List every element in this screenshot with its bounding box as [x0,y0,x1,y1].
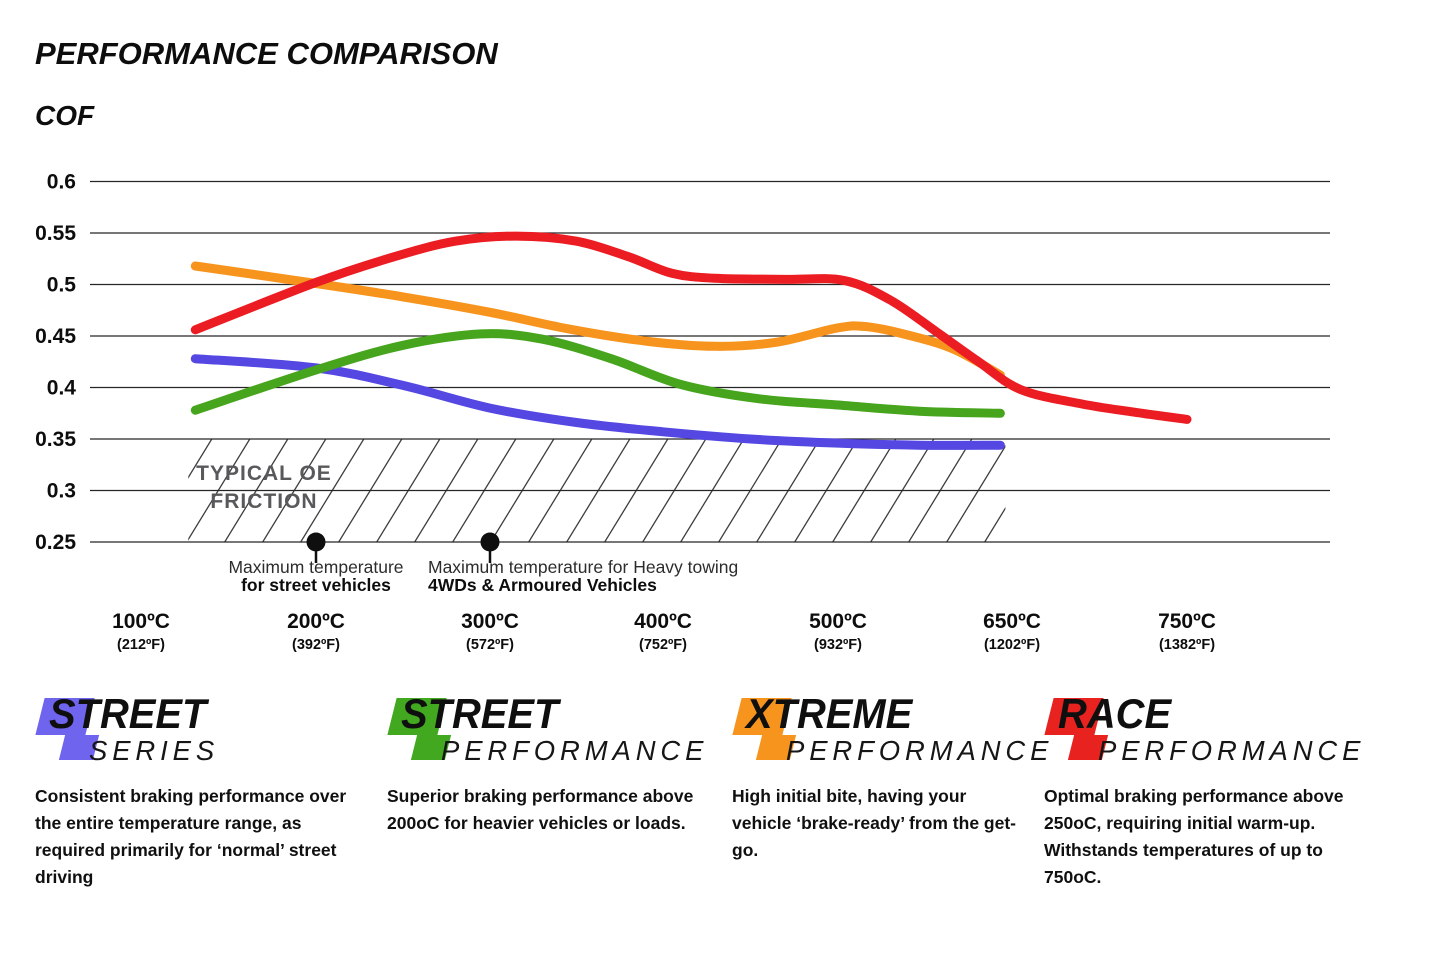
x-tick-label-celsius: 200ºC [287,610,345,633]
series-line-street-performance [190,329,1005,418]
x-tick-label-celsius: 100ºC [112,610,170,633]
x-tick-label-fahrenheit: (932ºF) [814,637,862,653]
series-line-street-series [190,354,1005,450]
marker-label: 4WDs & Armoured Vehicles [428,575,657,595]
max-temperature-marker [306,532,326,552]
y-tick-label: 0.3 [47,480,76,503]
oe-friction-band-label: TYPICAL OE [196,462,332,485]
xtreme-performance-logo: XTREME PERFORMANCE [732,693,1048,769]
y-tick-label: 0.6 [47,171,76,194]
x-tick-label-celsius: 650ºC [983,610,1041,633]
logo-word-secondary: PERFORMANCE [786,735,1054,766]
series-line-race-performance [190,231,1192,424]
page-title: PERFORMANCE COMPARISON [35,36,498,71]
legend-description: High initial bite, having your vehicle ‘… [732,786,1016,861]
y-tick-label: 0.55 [35,222,76,245]
y-tick-label: 0.25 [35,531,76,554]
marker-label: Maximum temperature for Heavy towing [428,557,738,577]
y-tick-label: 0.4 [47,377,77,400]
legend-item-xtreme-performance: XTREME PERFORMANCE High initial bite, ha… [732,693,1048,892]
series-line-xtreme-performance [190,261,1005,380]
x-tick-label-fahrenheit: (752ºF) [639,637,687,653]
legend: STREET SERIES Consistent braking perform… [35,693,1375,892]
x-tick-label-celsius: 750ºC [1158,610,1216,633]
y-tick-label: 0.35 [35,428,76,451]
x-tick-label-fahrenheit: (572ºF) [466,637,514,653]
street-series-logo: STREET SERIES [35,693,360,769]
y-tick-label: 0.5 [47,274,77,297]
logo-word-secondary: SERIES [89,735,220,766]
x-tick-label-celsius: 300ºC [461,610,519,633]
y-tick-label: 0.45 [35,325,76,348]
legend-item-street-series: STREET SERIES Consistent braking perform… [35,693,360,892]
logo-word-primary: STREET [49,690,207,737]
logo-word-primary: XTREME [746,690,913,737]
legend-item-street-performance: STREET PERFORMANCE Superior braking perf… [387,693,709,892]
legend-description: Consistent braking performance over the … [35,786,347,888]
oe-friction-band-label: FRICTION [210,490,317,513]
x-tick-label-fahrenheit: (212ºF) [117,637,165,653]
logo-word-primary: STREET [401,690,559,737]
y-axis-title: COF [35,100,95,131]
street-performance-logo: STREET PERFORMANCE [387,693,709,769]
marker-label: Maximum temperature [228,557,403,577]
max-temperature-marker [480,532,500,552]
race-performance-logo: RACE PERFORMANCE [1044,693,1374,769]
x-tick-label-fahrenheit: (1202ºF) [984,637,1040,653]
x-tick-label-celsius: 400ºC [634,610,692,633]
x-tick-label-fahrenheit: (392ºF) [292,637,340,653]
legend-description: Superior braking performance above 200oC… [387,786,694,834]
logo-word-primary: RACE [1058,690,1172,737]
marker-label: for street vehicles [241,575,391,595]
legend-item-race-performance: RACE PERFORMANCE Optimal braking perform… [1044,693,1374,892]
legend-description: Optimal braking performance above 250oC,… [1044,786,1344,888]
performance-comparison-chart: 0.6 0.55 0.5 0.45 0.4 0.35 0.3 0.25 TYPICAL OE FR… [35,171,1330,653]
x-tick-label-celsius: 500ºC [809,610,867,633]
logo-word-secondary: PERFORMANCE [441,735,709,766]
x-tick-label-fahrenheit: (1382ºF) [1159,637,1215,653]
logo-word-secondary: PERFORMANCE [1098,735,1366,766]
